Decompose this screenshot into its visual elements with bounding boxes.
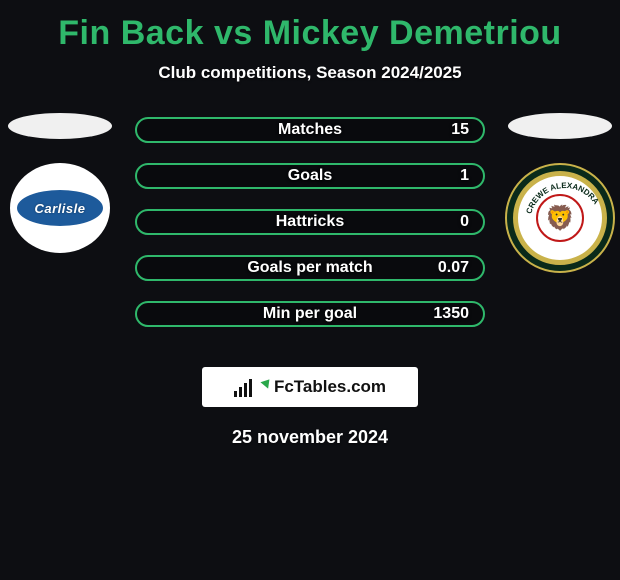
stat-row-hattricks: Hattricks 0 xyxy=(135,209,485,235)
stat-label: Min per goal xyxy=(201,305,419,323)
stat-row-matches: Matches 15 xyxy=(135,117,485,143)
stat-value-right: 0 xyxy=(419,213,469,231)
stat-label: Hattricks xyxy=(201,213,419,231)
watermark: FcTables.com xyxy=(202,367,418,407)
stat-value-right: 15 xyxy=(419,121,469,139)
stat-row-min-per-goal: Min per goal 1350 xyxy=(135,301,485,327)
player-right-club-badge: 🦁 CREWE ALEXANDRA xyxy=(505,163,615,273)
stats-list: Matches 15 Goals 1 Hattricks 0 Goals per… xyxy=(135,117,485,327)
comparison-panel: Carlisle 🦁 CREWE ALEXANDRA Match xyxy=(0,117,620,337)
stat-row-goals: Goals 1 xyxy=(135,163,485,189)
stat-value-right: 0.07 xyxy=(419,259,469,277)
player-right-club-text: CREWE ALEXANDRA xyxy=(518,176,602,260)
watermark-text: FcTables.com xyxy=(274,377,386,397)
chart-bars-icon xyxy=(234,377,252,397)
stat-label: Matches xyxy=(201,121,419,139)
stat-label: Goals xyxy=(201,167,419,185)
player-left-avatar xyxy=(8,113,112,139)
stat-row-goals-per-match: Goals per match 0.07 xyxy=(135,255,485,281)
player-right-column: 🦁 CREWE ALEXANDRA xyxy=(500,117,620,273)
player-left-club-text: Carlisle xyxy=(17,190,103,226)
player-left-club-badge: Carlisle xyxy=(10,163,110,253)
page-subtitle: Club competitions, Season 2024/2025 xyxy=(0,63,620,83)
stat-value-right: 1350 xyxy=(419,305,469,323)
svg-text:CREWE ALEXANDRA: CREWE ALEXANDRA xyxy=(524,181,601,215)
stat-label: Goals per match xyxy=(201,259,419,277)
page-title: Fin Back vs Mickey Demetriou xyxy=(0,0,620,53)
trend-arrow-icon xyxy=(260,376,273,389)
player-left-column: Carlisle xyxy=(0,117,120,253)
player-right-avatar xyxy=(508,113,612,139)
footer-date: 25 november 2024 xyxy=(0,427,620,448)
stat-value-right: 1 xyxy=(419,167,469,185)
